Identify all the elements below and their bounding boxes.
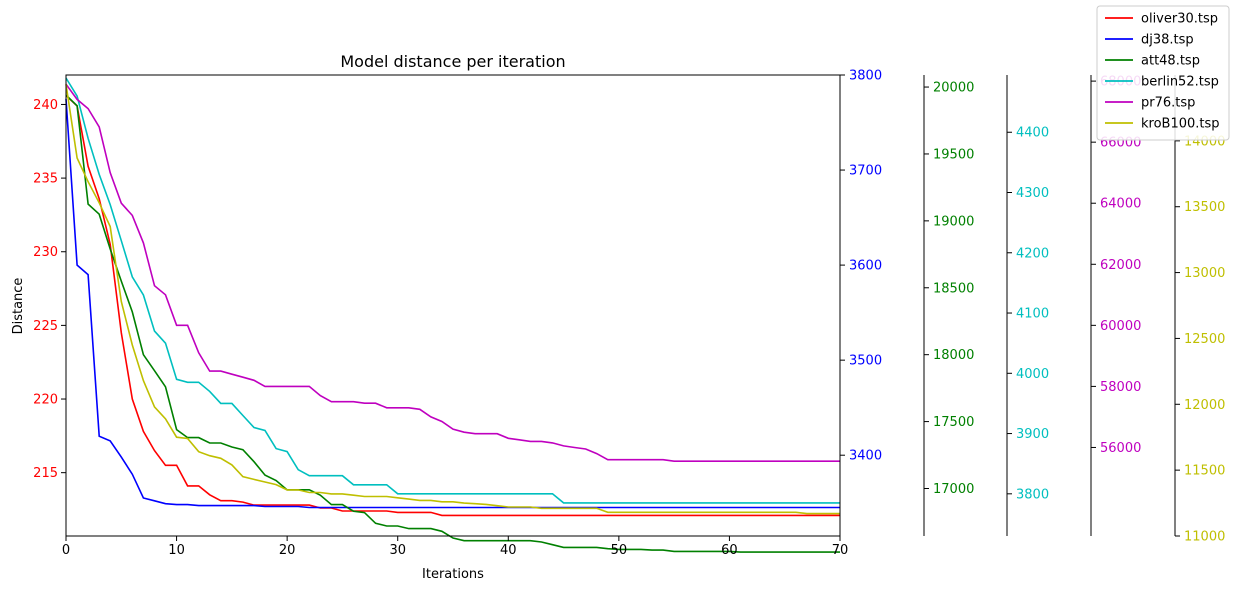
chart-title: Model distance per iteration	[340, 52, 565, 71]
y-tick-label-att48-tsp: 19000	[933, 214, 974, 229]
y-tick-label-dj38-tsp: 3700	[849, 164, 882, 179]
y-tick-label-left: 220	[33, 393, 58, 408]
legend-label: kroB100.tsp	[1141, 117, 1220, 132]
y-tick-label-berlin52-tsp: 4400	[1016, 126, 1049, 141]
y-tick-label-dj38-tsp: 3600	[849, 259, 882, 274]
y-tick-label-krob100-tsp: 13000	[1184, 266, 1225, 281]
x-tick-label: 0	[62, 543, 70, 558]
legend-label: dj38.tsp	[1141, 33, 1194, 48]
plot-frame	[65, 74, 841, 537]
y-tick-label-krob100-tsp: 11000	[1184, 530, 1225, 545]
legend-label: pr76.tsp	[1141, 96, 1195, 111]
legend: oliver30.tsp dj38.tsp att48.tsp berlin52.ts…	[1096, 5, 1230, 141]
legend-label: berlin52.tsp	[1141, 75, 1219, 90]
x-tick-label: 50	[611, 543, 628, 558]
x-tick-label: 60	[721, 543, 738, 558]
y-tick-label-dj38-tsp: 3500	[849, 354, 882, 369]
y-tick-label-left: 240	[33, 98, 58, 113]
y-tick-label-berlin52-tsp: 3900	[1016, 427, 1049, 442]
y-tick-label-pr76-tsp: 58000	[1100, 380, 1141, 395]
y-tick-label-left: 230	[33, 245, 58, 260]
y-tick-label-dj38-tsp: 3800	[849, 69, 882, 84]
y-tick-label-pr76-tsp: 56000	[1100, 441, 1141, 456]
x-tick-label: 30	[389, 543, 406, 558]
series-line-dj38-tsp	[65, 98, 840, 509]
y-tick-label-krob100-tsp: 12500	[1184, 332, 1225, 347]
y-tick-label-att48-tsp: 18000	[933, 348, 974, 363]
y-tick-label-att48-tsp: 20000	[933, 81, 974, 96]
y-axis-title: Distance	[11, 278, 26, 335]
y-tick-label-att48-tsp: 17500	[933, 415, 974, 430]
y-tick-label-left: 215	[33, 466, 58, 481]
legend-label: oliver30.tsp	[1141, 12, 1218, 27]
x-tick-label: 40	[500, 543, 517, 558]
axes-layer: 0 10 20 30 40 50 60 70 215 220 225 230 235 240 3400 350…	[33, 69, 1225, 559]
y-tick-label-krob100-tsp: 12000	[1184, 398, 1225, 413]
series-line-pr76-tsp	[65, 83, 840, 463]
series-line-oliver30-tsp	[65, 95, 840, 517]
y-tick-label-berlin52-tsp: 4200	[1016, 246, 1049, 261]
x-tick-label: 20	[279, 543, 296, 558]
y-tick-label-left: 235	[33, 172, 58, 187]
y-tick-label-left: 225	[33, 319, 58, 334]
y-tick-label-pr76-tsp: 62000	[1100, 258, 1141, 273]
plot-area	[65, 77, 840, 553]
y-tick-label-dj38-tsp: 3400	[849, 449, 882, 464]
y-tick-label-krob100-tsp: 11500	[1184, 464, 1225, 479]
y-tick-label-att48-tsp: 18500	[933, 281, 974, 296]
y-tick-label-att48-tsp: 19500	[933, 147, 974, 162]
series-line-krob100-tsp	[65, 84, 840, 515]
y-tick-label-pr76-tsp: 60000	[1100, 319, 1141, 334]
series-line-berlin52-tsp	[65, 77, 840, 504]
y-tick-label-berlin52-tsp: 4000	[1016, 367, 1049, 382]
y-tick-label-berlin52-tsp: 4100	[1016, 307, 1049, 322]
x-tick-label: 70	[832, 543, 849, 558]
y-tick-label-berlin52-tsp: 3800	[1016, 487, 1049, 502]
legend-label: att48.tsp	[1141, 54, 1200, 69]
series-line-att48-tsp	[65, 94, 840, 553]
y-tick-label-att48-tsp: 17000	[933, 482, 974, 497]
x-axis-title: Iterations	[422, 567, 484, 582]
x-tick-label: 10	[168, 543, 185, 558]
y-tick-label-berlin52-tsp: 4300	[1016, 186, 1049, 201]
y-tick-label-pr76-tsp: 64000	[1100, 197, 1141, 212]
y-tick-label-krob100-tsp: 13500	[1184, 200, 1225, 215]
